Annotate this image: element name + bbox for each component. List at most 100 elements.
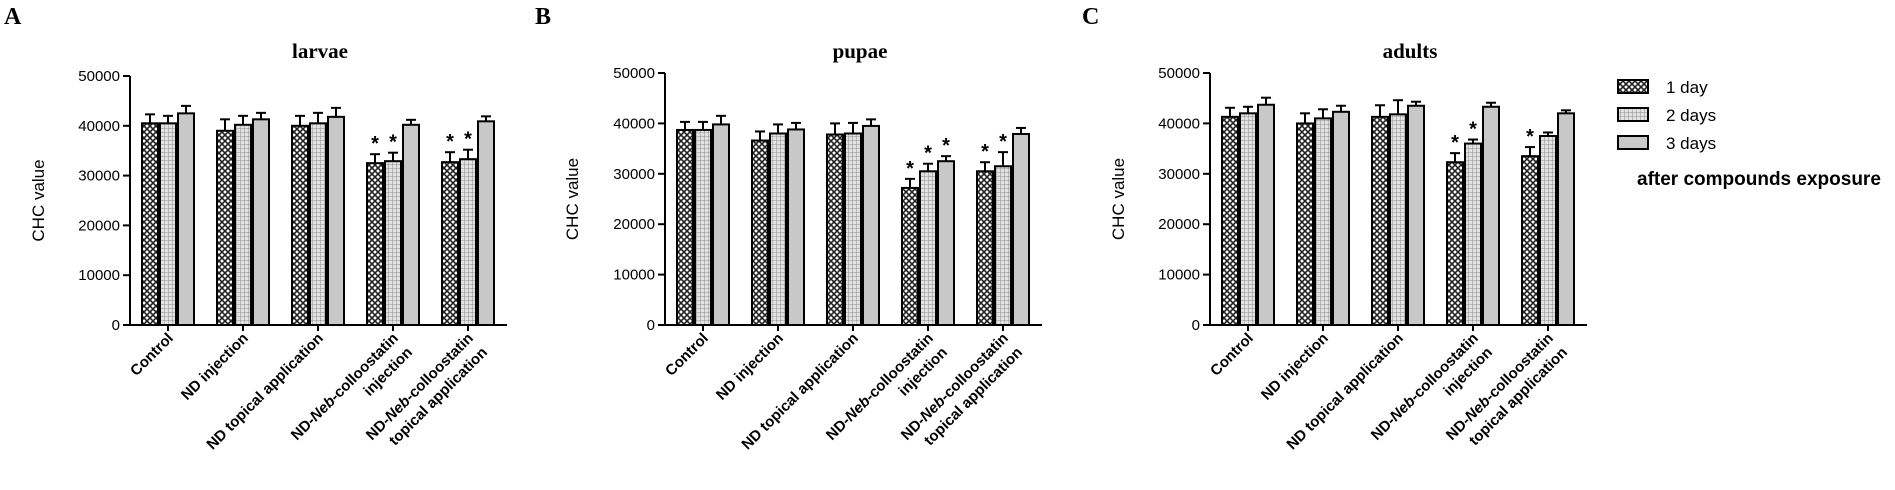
bar-3-days — [1482, 105, 1500, 326]
significance-star: * — [464, 129, 472, 151]
significance-star: * — [942, 135, 950, 157]
x-category-label: ND injection — [1258, 330, 1332, 404]
y-tick-label: 0 — [112, 317, 120, 334]
x-category-text: Control — [662, 330, 712, 380]
x-category-text: ND injection — [1258, 330, 1332, 404]
bar-3-days — [1407, 104, 1425, 327]
bar-1-day — [901, 186, 919, 326]
x-category-label: Control — [1207, 330, 1257, 380]
bar-1-day — [751, 139, 769, 326]
bar-1-day — [291, 124, 309, 326]
significance-star: * — [1526, 126, 1534, 148]
bar-2-days — [994, 165, 1012, 326]
bar-2-days — [1389, 113, 1407, 326]
bar-2-days — [234, 123, 252, 326]
bar-2-days — [459, 158, 477, 326]
y-tick-label: 40000 — [613, 115, 655, 132]
bar-1-day — [676, 128, 694, 326]
bar-3-days — [1332, 110, 1350, 326]
significance-star: * — [371, 133, 379, 155]
bar-1-day — [441, 161, 459, 326]
significance-star: * — [1469, 119, 1477, 141]
x-category-text: Control — [127, 330, 177, 380]
legend-label: 1 day — [1666, 78, 1708, 97]
bar-3-days — [712, 123, 730, 326]
chart-title: pupae — [833, 39, 888, 63]
y-tick-label: 50000 — [613, 65, 655, 82]
legend-label: 2 days — [1666, 106, 1716, 125]
y-tick-label: 10000 — [78, 267, 120, 284]
significance-star: * — [1451, 132, 1459, 154]
y-tick-label: 30000 — [78, 168, 120, 185]
bar-3-days — [1257, 103, 1275, 326]
legend-label: 3 days — [1666, 134, 1716, 153]
legend-swatch — [1617, 107, 1649, 122]
bar-1-day — [366, 162, 384, 326]
bar-2-days — [1464, 142, 1482, 326]
significance-star: * — [389, 132, 397, 154]
significance-star: * — [446, 131, 454, 153]
y-tick-label: 20000 — [613, 216, 655, 233]
y-tick-label: 20000 — [1158, 216, 1200, 233]
bar-2-days — [769, 132, 787, 326]
y-tick-label: 40000 — [78, 118, 120, 135]
bar-1-day — [1296, 122, 1314, 327]
x-category-text: ND injection — [713, 330, 787, 404]
bar-3-days — [1012, 132, 1030, 326]
bar-2-days — [159, 122, 177, 326]
x-category-label: ND injection — [713, 330, 787, 404]
x-category-label: Control — [127, 330, 177, 380]
legend-swatch — [1617, 135, 1649, 150]
y-tick-label: 50000 — [1158, 65, 1200, 82]
bar-1-day — [976, 170, 994, 326]
significance-star: * — [924, 143, 932, 165]
y-axis-label: CHC value — [29, 159, 48, 241]
bar-3-days — [937, 160, 955, 326]
bar-2-days — [694, 128, 712, 326]
y-tick-label: 0 — [1192, 317, 1200, 334]
bar-2-days — [1314, 117, 1332, 326]
bar-3-days — [402, 123, 420, 326]
bar-3-days — [327, 115, 345, 326]
y-tick-label: 30000 — [1158, 166, 1200, 183]
bar-3-days — [862, 124, 880, 326]
significance-star: * — [906, 158, 914, 180]
y-tick-label: 40000 — [1158, 115, 1200, 132]
bar-2-days — [384, 160, 402, 326]
significance-star: * — [981, 141, 989, 163]
y-tick-label: 10000 — [1158, 267, 1200, 284]
y-tick-label: 50000 — [78, 68, 120, 85]
x-category-text: Control — [1207, 330, 1257, 380]
y-axis-label: CHC value — [1109, 158, 1128, 240]
bar-2-days — [919, 170, 937, 326]
bar-3-days — [477, 120, 495, 327]
bar-1-day — [1221, 115, 1239, 326]
bar-2-days — [1239, 112, 1257, 326]
panel-letter: A — [4, 4, 22, 30]
x-category-label: ND injection — [178, 330, 252, 404]
y-tick-label: 20000 — [78, 217, 120, 234]
y-tick-label: 0 — [647, 317, 655, 334]
bar-2-days — [844, 132, 862, 326]
x-category-label: Control — [662, 330, 712, 380]
y-tick-label: 10000 — [613, 267, 655, 284]
panel-letter: C — [1082, 4, 1099, 30]
chart-title: larvae — [292, 39, 348, 63]
bar-3-days — [1557, 112, 1575, 326]
bar-1-day — [216, 129, 234, 326]
bar-3-days — [252, 118, 270, 326]
chart-title: adults — [1383, 39, 1438, 63]
legend-swatch — [1617, 79, 1649, 94]
bar-1-day — [1521, 155, 1539, 326]
legend: 1 day 2 days 3 days after compounds exposur… — [1617, 78, 1881, 190]
bar-1-day — [141, 122, 159, 326]
significance-star: * — [999, 131, 1007, 153]
bar-2-days — [309, 122, 327, 326]
y-tick-label: 30000 — [613, 166, 655, 183]
bar-3-days — [787, 128, 805, 326]
